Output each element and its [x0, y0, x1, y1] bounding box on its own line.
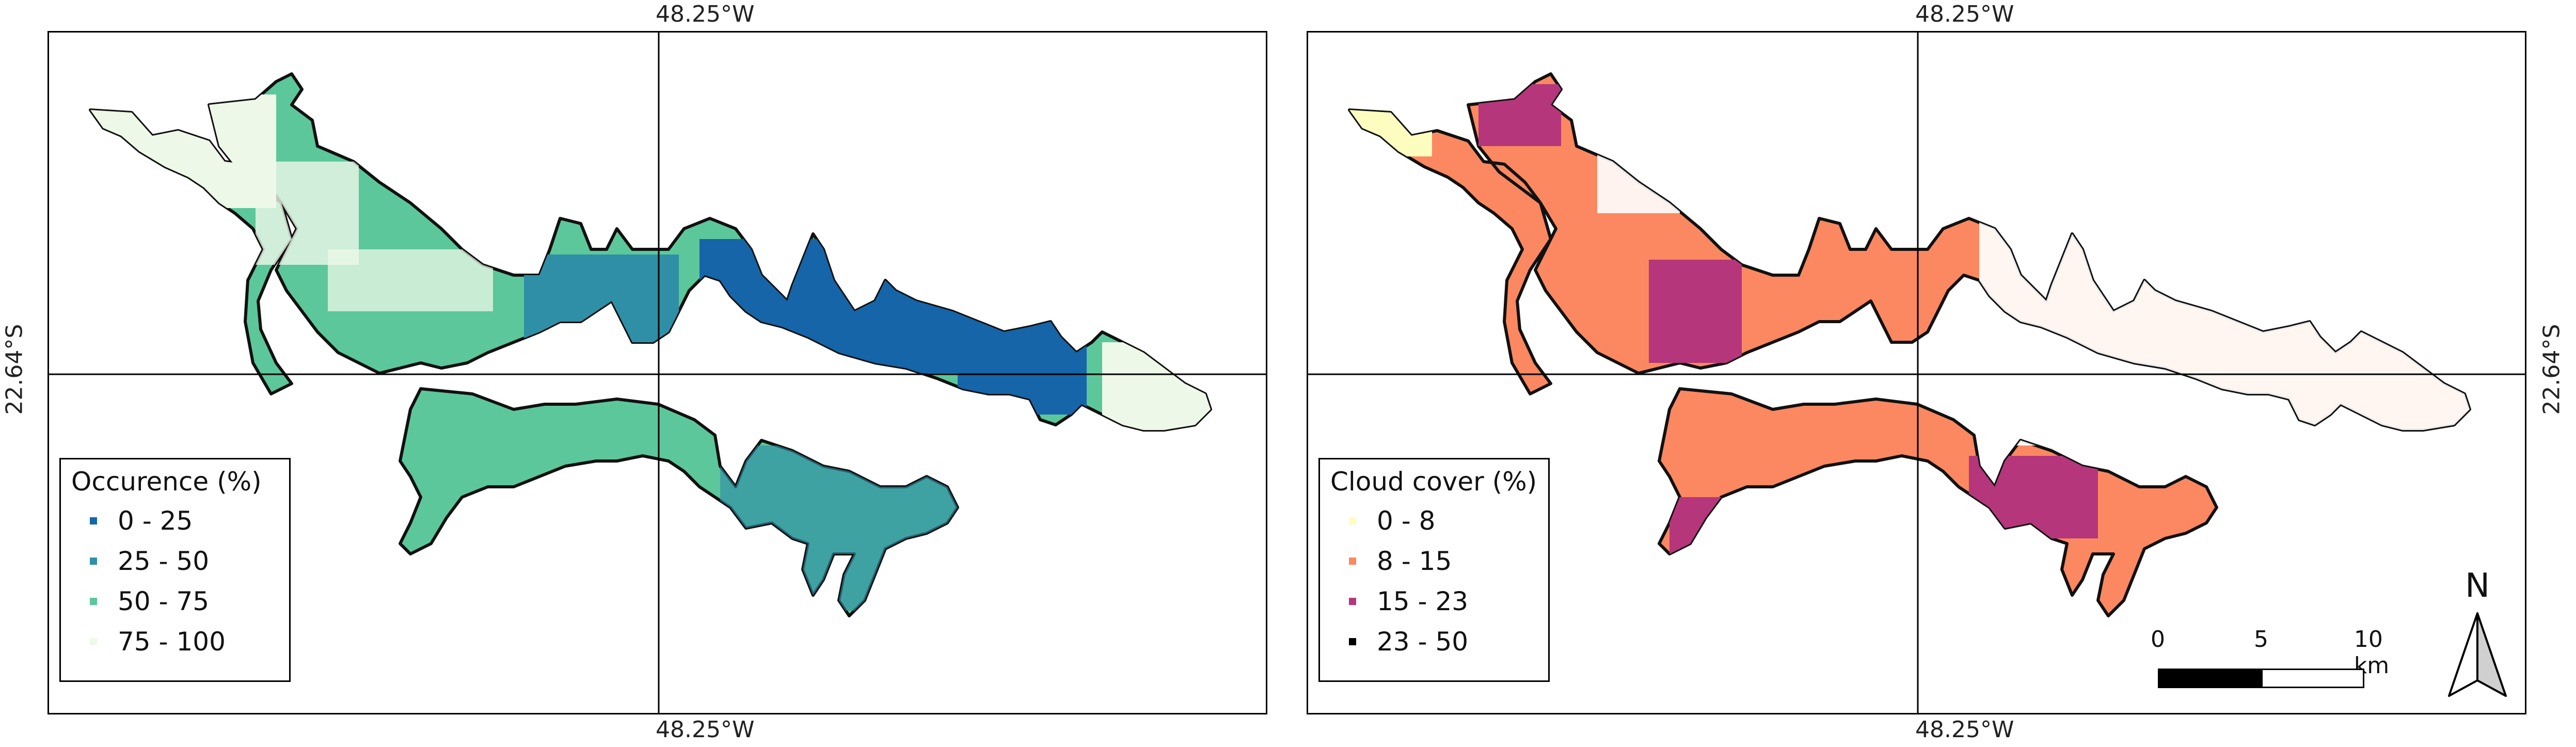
occ-75-100-patch-central	[328, 249, 493, 311]
legend-item: 0 - 8	[1330, 501, 1538, 541]
legend-swatch	[90, 598, 97, 605]
scale-bar: 0 5 10 km	[2151, 626, 2389, 688]
north-arrow-icon	[2448, 612, 2507, 697]
cloud-free-east	[1979, 218, 2470, 446]
legend-swatch	[1349, 598, 1356, 605]
legend-item-label: 25 - 50	[118, 546, 210, 576]
scale-tick-label: 0	[2151, 626, 2165, 653]
legend-item-label: 75 - 100	[118, 627, 226, 657]
legend-item: 15 - 23	[1330, 581, 1538, 622]
legend-title: Cloud cover (%)	[1330, 467, 1537, 497]
north-arrow: N	[2441, 567, 2514, 701]
right-map-top-longitude-label: 48.25°W	[1915, 1, 2014, 27]
occ-75-100-patch-west	[90, 94, 276, 208]
cloud-cover-map-panel: Cloud cover (%) 0 - 8 8 - 15 15 - 23 23 …	[1307, 31, 2526, 714]
scale-segment-empty	[2261, 669, 2364, 688]
legend-swatch	[90, 517, 97, 525]
legend-swatch	[90, 638, 97, 645]
legend-item-label: 15 - 23	[1377, 586, 1469, 616]
legend-item-label: 0 - 8	[1377, 506, 1436, 536]
legend-item-label: 0 - 25	[118, 506, 193, 536]
legend-item: 25 - 50	[71, 541, 279, 581]
left-map-top-longitude-label: 48.25°W	[656, 1, 755, 27]
north-arrow-label: N	[2465, 567, 2490, 605]
legend-item: 50 - 75	[71, 581, 279, 622]
legend-swatch	[1349, 638, 1356, 645]
legend-swatch	[1349, 558, 1356, 565]
legend-swatch	[90, 558, 97, 565]
cloud-cover-map-canvas	[1308, 33, 2525, 713]
right-map-latitude-label: 22.64°S	[2538, 324, 2565, 415]
left-map-bottom-longitude-label: 48.25°W	[656, 717, 755, 743]
legend-item-label: 23 - 50	[1377, 627, 1469, 657]
occ-0-25-patch-east	[699, 239, 958, 373]
cloud-free-patch	[1597, 151, 1680, 213]
left-map-latitude-label: 22.64°S	[1, 324, 28, 415]
occurrence-map-panel: Occurence (%) 0 - 25 25 - 50 50 - 75 75 …	[47, 31, 1267, 714]
legend-item-label: 50 - 75	[118, 586, 210, 616]
legend-item-label: 8 - 15	[1377, 546, 1452, 576]
right-map-bottom-longitude-label: 48.25°W	[1915, 717, 2014, 743]
legend-item: 75 - 100	[71, 622, 279, 662]
cloud-cover-legend: Cloud cover (%) 0 - 8 8 - 15 15 - 23 23 …	[1318, 458, 1550, 682]
occurrence-legend: Occurence (%) 0 - 25 25 - 50 50 - 75 75 …	[59, 458, 291, 682]
occ-75-100-patch-north	[256, 162, 359, 265]
legend-title: Occurence (%)	[71, 467, 262, 497]
legend-item: 23 - 50	[1330, 622, 1538, 662]
scale-tick-label: 5	[2254, 626, 2268, 653]
cloud-15-23-patch-central	[1649, 260, 1742, 363]
scale-segment-filled	[2158, 669, 2261, 688]
occ-25-50-patch-south	[720, 446, 958, 611]
occ-75-100-patch-tip	[1102, 342, 1211, 435]
cloud-0-8-patch-west	[1349, 94, 1432, 156]
cloud-15-23-patch-southwest	[1669, 497, 1752, 569]
legend-item: 8 - 15	[1330, 541, 1538, 581]
occurrence-map-canvas	[49, 33, 1266, 713]
legend-swatch	[1349, 517, 1356, 525]
legend-item: 0 - 25	[71, 501, 279, 541]
